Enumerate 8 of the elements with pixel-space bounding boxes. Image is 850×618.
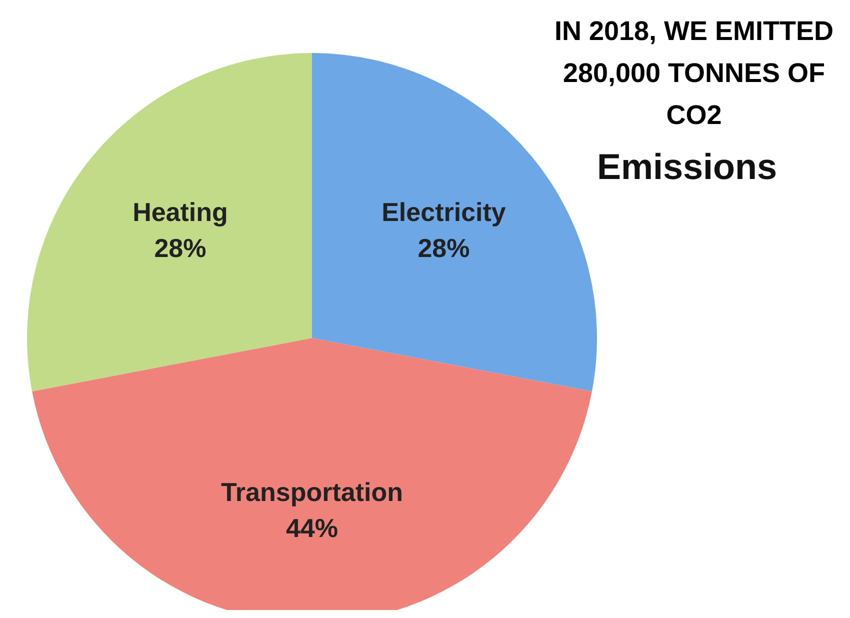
text: IN 2018, WE EMITTED 280,000 TONNES OF CO2	[554, 15, 834, 132]
data-label: 44%	[286, 513, 338, 543]
data-label: 28%	[154, 233, 206, 263]
data-label: 28%	[418, 233, 470, 263]
slice-label: Electricity	[382, 197, 506, 227]
slice-label: Heating	[132, 197, 228, 227]
text: Emissions	[596, 146, 778, 188]
slice-label: Transportation	[220, 477, 404, 507]
